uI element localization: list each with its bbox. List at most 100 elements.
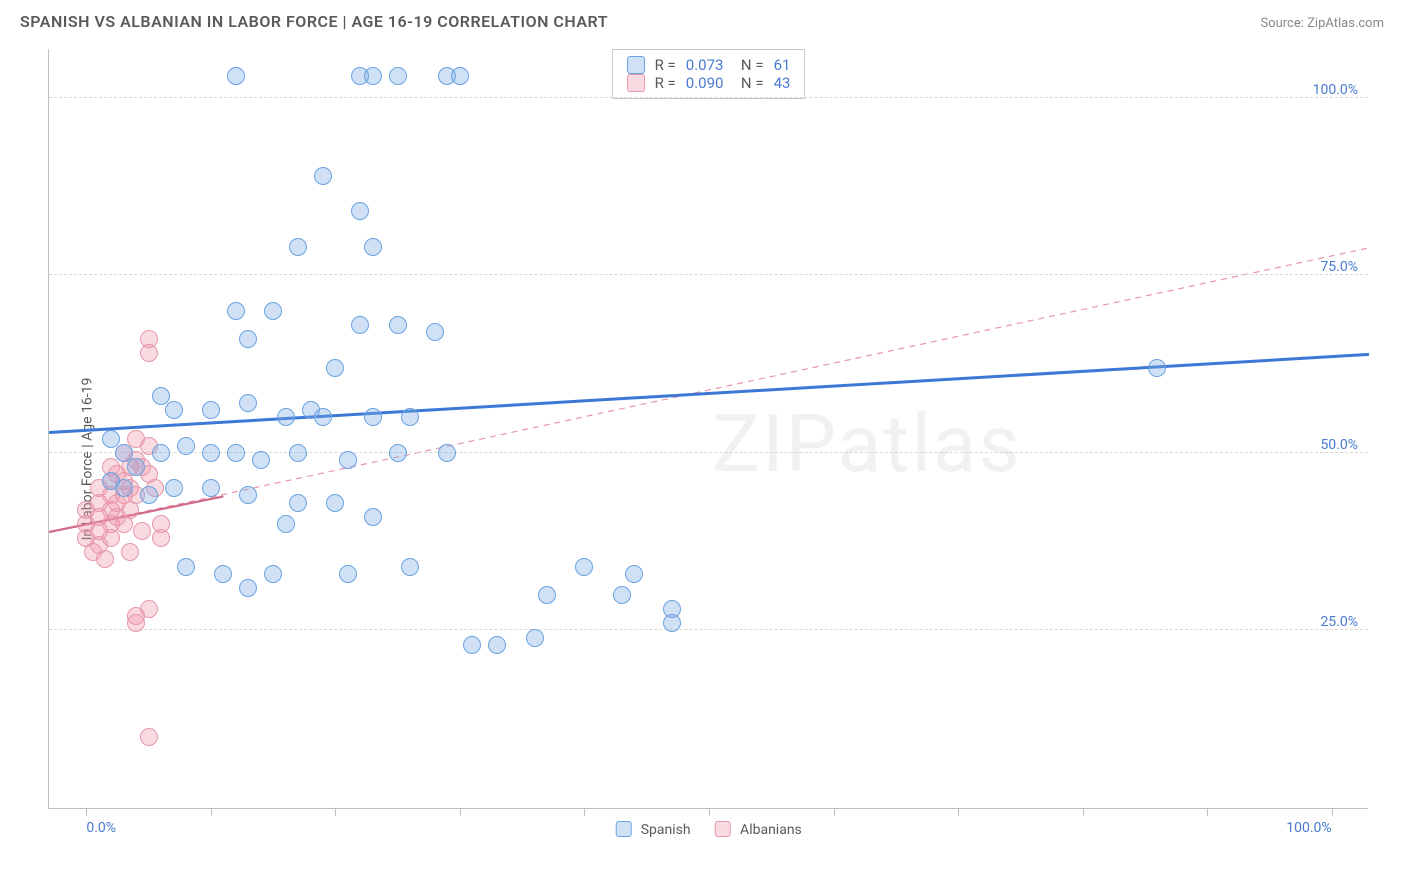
stats-n-label: N =	[733, 56, 763, 74]
stats-r-spanish: 0.073	[686, 56, 724, 74]
point-albanian	[121, 543, 139, 561]
point-spanish	[351, 316, 369, 334]
point-spanish	[613, 586, 631, 604]
point-spanish	[663, 614, 681, 632]
point-spanish	[202, 479, 220, 497]
point-spanish	[526, 629, 544, 647]
point-spanish	[115, 479, 133, 497]
stats-n-spanish: 61	[774, 56, 791, 74]
point-spanish	[625, 565, 643, 583]
point-spanish	[339, 565, 357, 583]
x-tick	[86, 808, 87, 816]
point-spanish	[202, 444, 220, 462]
point-spanish	[289, 494, 307, 512]
point-spanish	[252, 451, 270, 469]
stats-n-label: N =	[733, 74, 763, 92]
point-spanish	[389, 67, 407, 85]
point-albanian	[96, 550, 114, 568]
x-tick	[1332, 808, 1333, 816]
point-spanish	[239, 330, 257, 348]
plot-area: ZIPatlas R = 0.073 N = 61 R = 0.090 N = …	[48, 49, 1368, 809]
point-spanish	[364, 238, 382, 256]
point-spanish	[339, 451, 357, 469]
point-spanish	[314, 408, 332, 426]
legend-swatch-spanish	[615, 821, 631, 837]
legend-item-spanish: Spanish	[615, 821, 690, 838]
legend: Spanish Albanians	[615, 821, 802, 838]
x-tick	[460, 808, 461, 816]
point-spanish	[202, 401, 220, 419]
point-spanish	[227, 67, 245, 85]
point-spanish	[401, 558, 419, 576]
point-spanish	[389, 444, 407, 462]
point-spanish	[326, 359, 344, 377]
point-albanian	[102, 529, 120, 547]
stats-r-label: R =	[655, 56, 676, 74]
point-spanish	[364, 408, 382, 426]
point-spanish	[438, 444, 456, 462]
x-tick	[709, 808, 710, 816]
stats-row-spanish: R = 0.073 N = 61	[627, 56, 791, 74]
x-tick-label: 0.0%	[86, 820, 116, 836]
point-spanish	[575, 558, 593, 576]
point-spanish	[426, 323, 444, 341]
point-spanish	[264, 302, 282, 320]
point-albanian	[133, 522, 151, 540]
x-tick	[958, 808, 959, 816]
point-spanish	[538, 586, 556, 604]
x-tick	[211, 808, 212, 816]
legend-label-albanian: Albanians	[740, 822, 802, 838]
point-albanian	[140, 728, 158, 746]
x-tick	[1083, 808, 1084, 816]
point-spanish	[364, 67, 382, 85]
point-spanish	[239, 579, 257, 597]
stats-swatch-albanian	[627, 74, 645, 92]
gridline	[49, 452, 1368, 453]
point-spanish	[463, 636, 481, 654]
point-spanish	[351, 202, 369, 220]
point-spanish	[488, 636, 506, 654]
point-spanish	[277, 408, 295, 426]
point-spanish	[239, 394, 257, 412]
point-albanian	[127, 614, 145, 632]
y-tick-label: 75.0%	[1320, 259, 1358, 275]
point-spanish	[451, 67, 469, 85]
legend-label-spanish: Spanish	[641, 822, 691, 838]
point-spanish	[152, 444, 170, 462]
point-spanish	[227, 444, 245, 462]
watermark-text: ZIPatlas	[712, 397, 1022, 491]
stats-swatch-spanish	[627, 56, 645, 74]
point-spanish	[277, 515, 295, 533]
point-albanian	[152, 529, 170, 547]
source-label: Source: ZipAtlas.com	[1260, 16, 1384, 31]
x-tick-label: 100.0%	[1286, 820, 1331, 836]
point-spanish	[389, 316, 407, 334]
stats-box: R = 0.073 N = 61 R = 0.090 N = 43	[612, 49, 806, 99]
y-tick-label: 50.0%	[1320, 437, 1358, 453]
point-spanish	[165, 401, 183, 419]
point-spanish	[177, 558, 195, 576]
stats-r-label: R =	[655, 74, 676, 92]
chart-title: SPANISH VS ALBANIAN IN LABOR FORCE | AGE…	[20, 12, 608, 31]
legend-item-albanian: Albanians	[715, 821, 802, 838]
point-spanish	[401, 408, 419, 426]
trend-lines-svg	[49, 49, 1369, 809]
point-spanish	[326, 494, 344, 512]
point-albanian	[140, 344, 158, 362]
x-tick	[584, 808, 585, 816]
gridline	[49, 629, 1368, 630]
gridline	[49, 274, 1368, 275]
y-tick-label: 25.0%	[1320, 614, 1358, 630]
point-spanish	[1148, 359, 1166, 377]
point-spanish	[165, 479, 183, 497]
point-spanish	[214, 565, 232, 583]
title-bar: SPANISH VS ALBANIAN IN LABOR FORCE | AGE…	[0, 0, 1406, 39]
point-spanish	[314, 167, 332, 185]
point-spanish	[239, 486, 257, 504]
point-spanish	[364, 508, 382, 526]
point-spanish	[127, 458, 145, 476]
legend-swatch-albanian	[715, 821, 731, 837]
point-spanish	[227, 302, 245, 320]
stats-r-albanian: 0.090	[686, 74, 724, 92]
point-spanish	[140, 486, 158, 504]
